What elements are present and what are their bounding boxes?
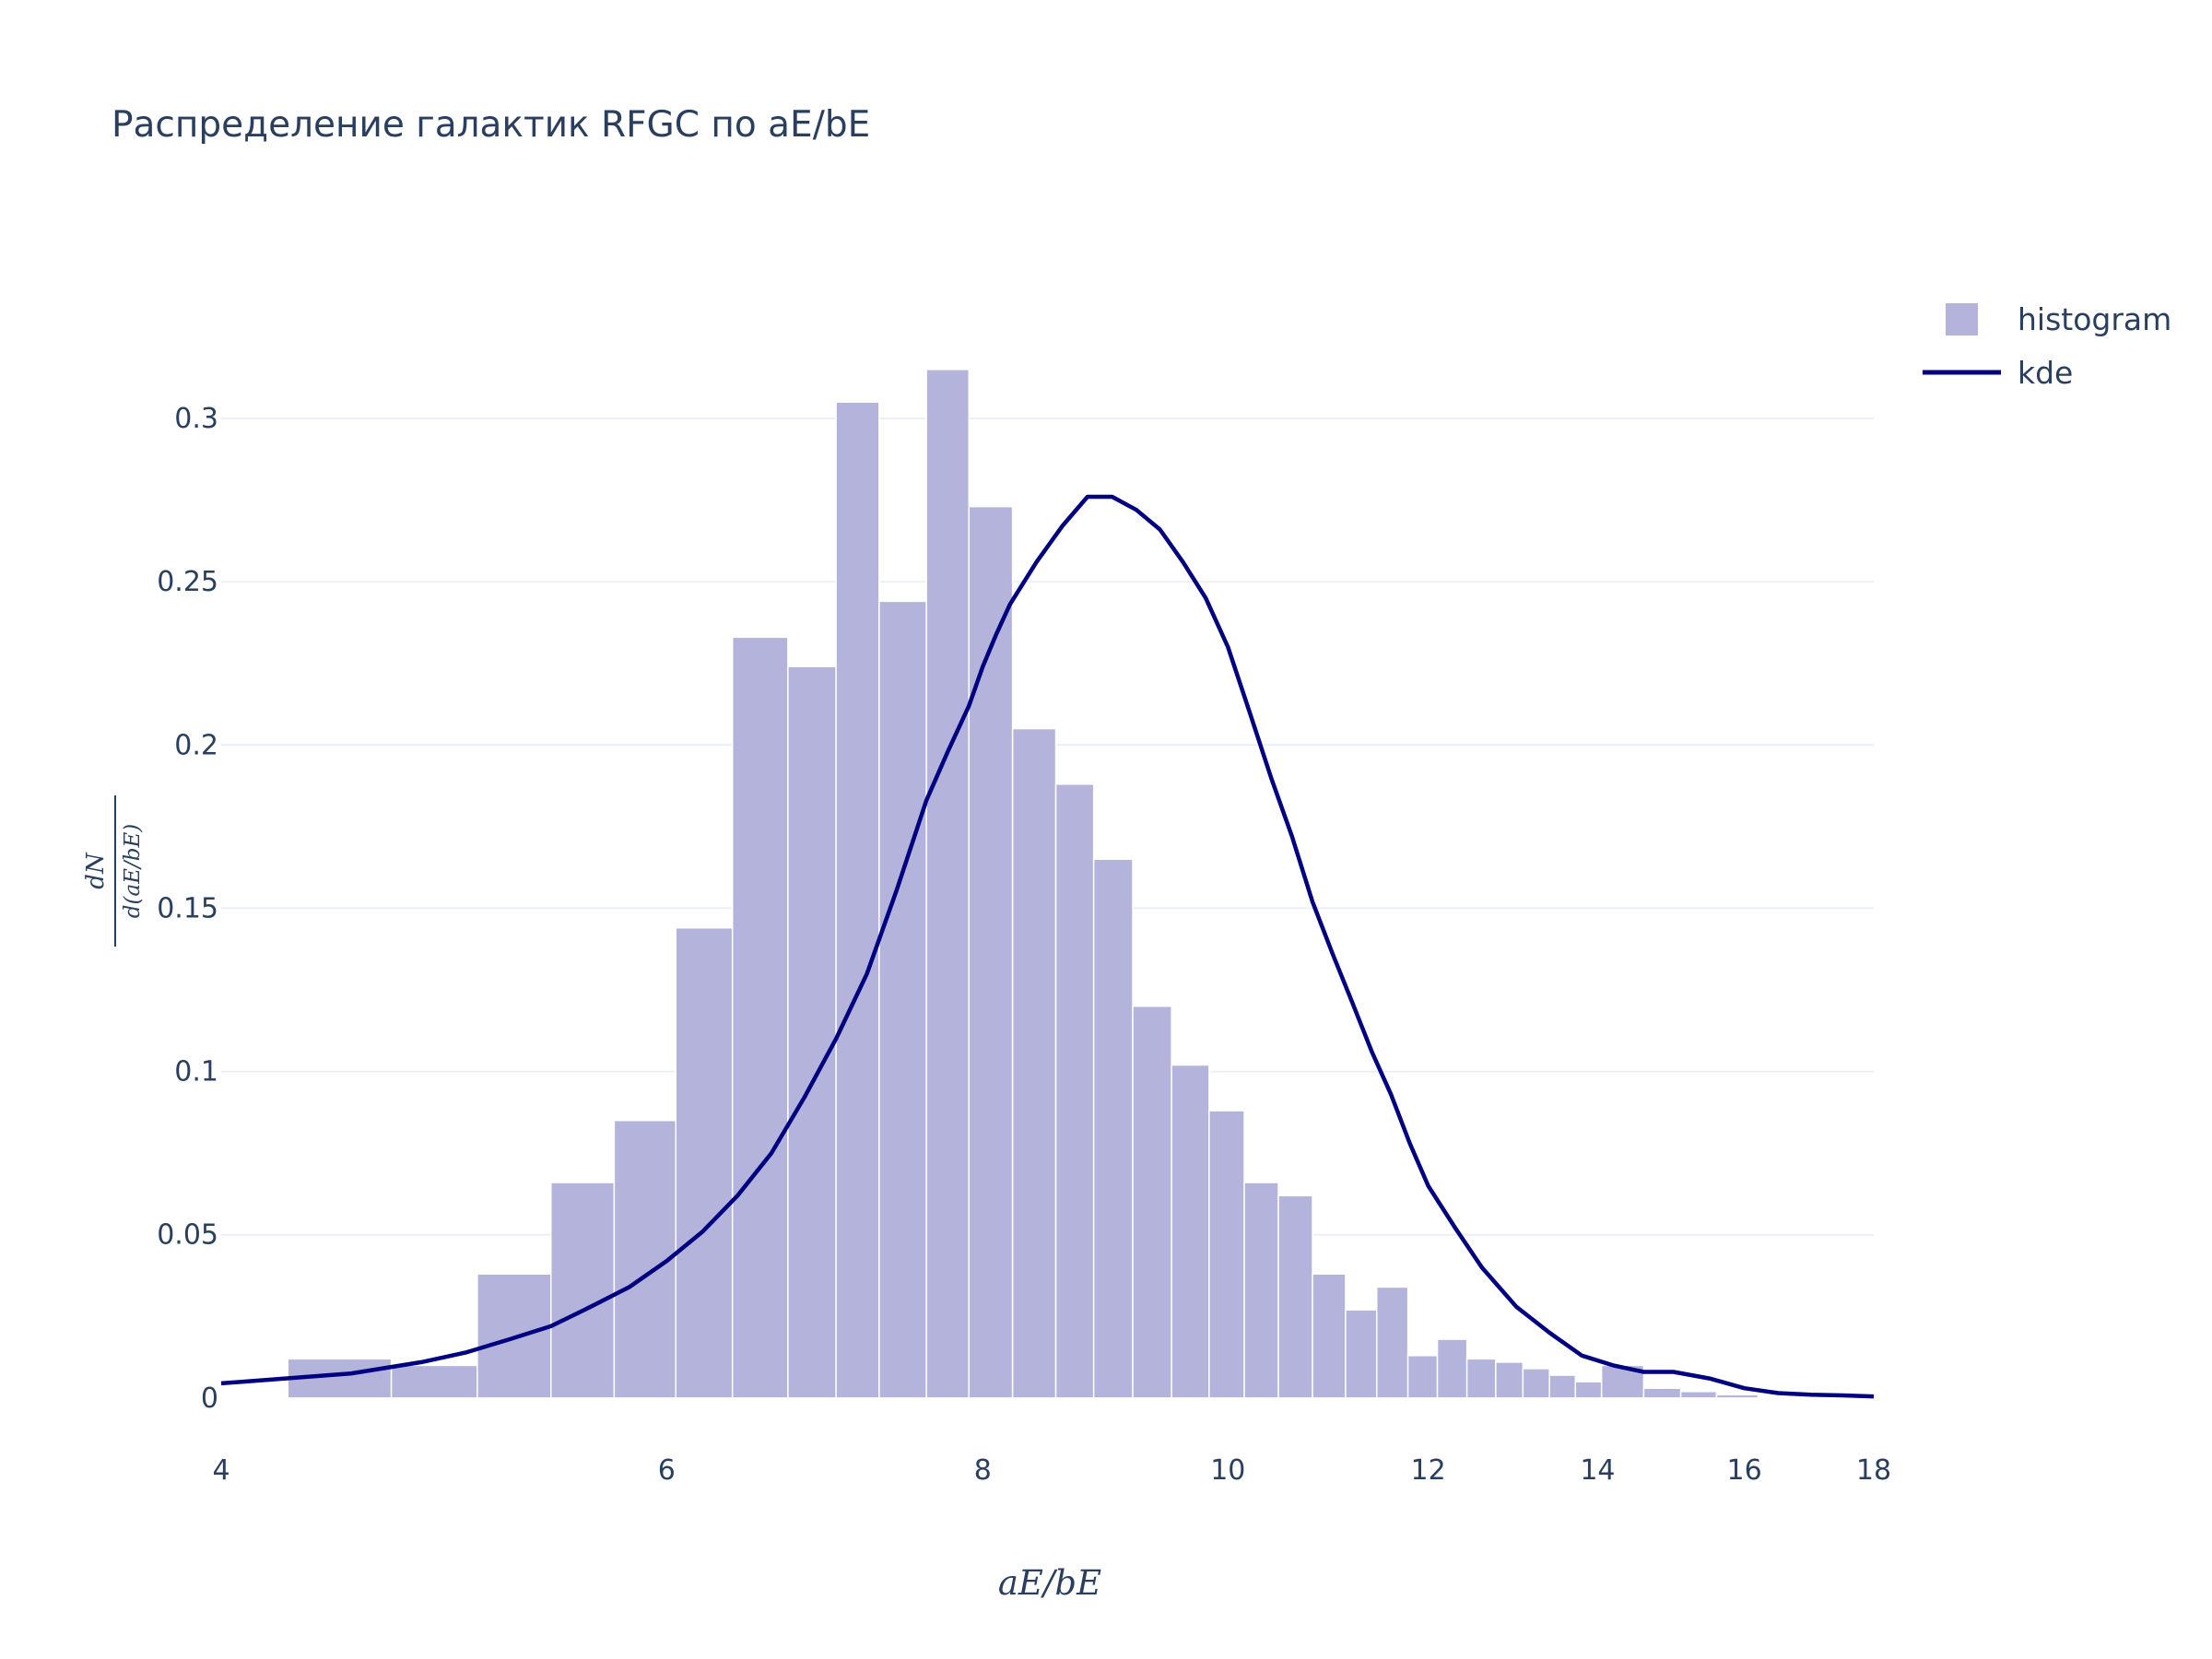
y-tick-label: 0.05 xyxy=(157,1219,218,1252)
histogram-bar xyxy=(1436,1338,1468,1399)
kde-line xyxy=(220,494,1875,1399)
x-tick-label: 12 xyxy=(1411,1454,1446,1487)
histogram-bar xyxy=(731,636,789,1399)
x-tick-label: 10 xyxy=(1210,1454,1245,1487)
x-tick-label: 18 xyxy=(1856,1454,1891,1487)
chart-title: Распределение галактик RFGC по aE/bE xyxy=(112,104,870,146)
y-axis-label-numerator: dN xyxy=(82,852,110,889)
kde-line-group xyxy=(220,494,1875,1399)
histogram-bar xyxy=(1208,1110,1245,1399)
y-tick-label: 0.2 xyxy=(174,729,218,761)
histogram-bar xyxy=(1600,1364,1645,1399)
x-tick-labels: 4 6 8 10 12 14 16 18 xyxy=(212,1454,1891,1487)
x-tick-label: 4 xyxy=(212,1454,229,1487)
y-tick-label: 0.15 xyxy=(157,892,218,924)
histogram-bar xyxy=(1548,1374,1577,1399)
histogram-bar xyxy=(1715,1394,1759,1399)
histogram-bar xyxy=(835,401,880,1399)
histogram-bar xyxy=(1312,1273,1347,1399)
y-tick-labels: 0 0.05 0.1 0.15 0.2 0.25 0.3 xyxy=(157,403,218,1415)
histogram-bar xyxy=(1054,783,1095,1399)
histogram-bar xyxy=(550,1182,616,1399)
x-axis-label: aE/bE xyxy=(998,1563,1101,1603)
histogram-bar xyxy=(1132,1005,1172,1399)
x-tick-label: 8 xyxy=(974,1454,992,1487)
histogram-bar xyxy=(1642,1387,1682,1399)
histogram-bar xyxy=(787,665,837,1399)
histogram-bar xyxy=(1375,1286,1409,1399)
histogram-bars xyxy=(287,369,1759,1399)
legend-kde-label: kde xyxy=(2018,355,2073,391)
histogram-bar xyxy=(1406,1355,1439,1399)
histogram-bar xyxy=(1522,1368,1550,1399)
legend-histogram-swatch xyxy=(1946,303,1978,335)
histogram-bar xyxy=(1345,1309,1378,1399)
y-tick-label: 0 xyxy=(201,1382,218,1415)
histogram-bar xyxy=(1495,1361,1524,1399)
legend-histogram-label: histogram xyxy=(2018,301,2171,337)
histogram-bar xyxy=(968,505,1014,1399)
x-tick-label: 14 xyxy=(1580,1454,1615,1487)
histogram-bar xyxy=(1092,858,1134,1399)
histogram-bar xyxy=(1277,1194,1313,1399)
histogram-bar xyxy=(1465,1358,1497,1399)
y-axis-label: dN d(aE/bE) xyxy=(82,795,145,947)
histogram-bar xyxy=(390,1364,478,1399)
histogram-bar xyxy=(1679,1391,1718,1399)
y-tick-label: 0.1 xyxy=(174,1056,218,1088)
y-axis-label-denominator: d(aE/bE) xyxy=(121,824,145,918)
histogram-bar xyxy=(1011,727,1057,1399)
histogram-bar xyxy=(1171,1064,1210,1399)
y-tick-label: 0.3 xyxy=(174,403,218,435)
legend: histogram kde xyxy=(1923,301,2171,391)
histogram-bar xyxy=(1243,1182,1279,1399)
histogram-bar xyxy=(1574,1381,1603,1399)
x-tick-label: 16 xyxy=(1726,1454,1761,1487)
histogram-bar xyxy=(925,369,971,1399)
x-tick-label: 6 xyxy=(658,1454,676,1487)
histogram-bar xyxy=(878,600,927,1399)
y-tick-label: 0.25 xyxy=(157,566,218,598)
histogram-bar xyxy=(675,926,734,1399)
